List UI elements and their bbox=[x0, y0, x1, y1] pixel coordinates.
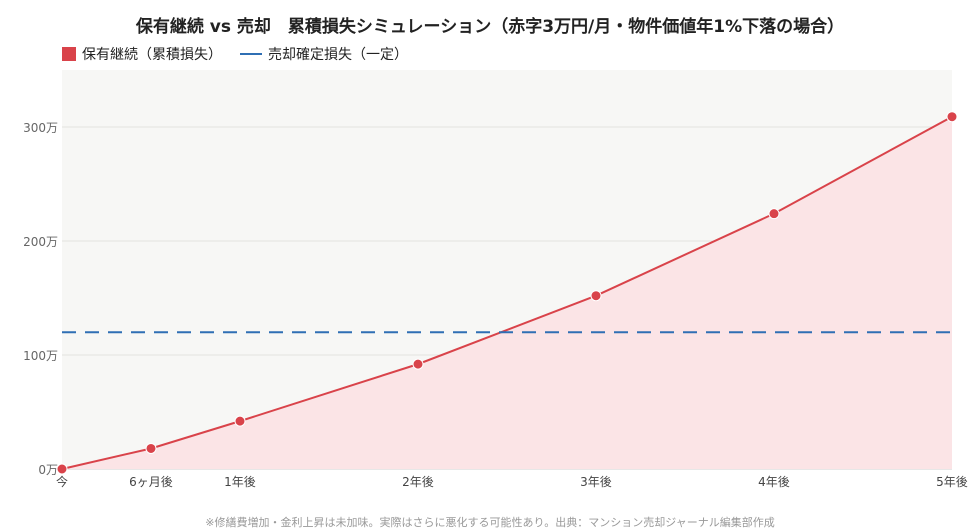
x-tick-label: 6ヶ月後 bbox=[129, 475, 173, 489]
x-tick-label: 1年後 bbox=[224, 475, 256, 489]
series-layer bbox=[56, 111, 958, 475]
holding-point bbox=[56, 463, 68, 475]
y-tick-label: 0万 bbox=[38, 463, 58, 477]
legend-item-holding: 保有継続（累積損失） bbox=[62, 44, 222, 64]
legend-label-holding: 保有継続（累積損失） bbox=[82, 47, 222, 63]
holding-point bbox=[145, 442, 157, 454]
holding-point bbox=[590, 290, 602, 302]
holding-area bbox=[62, 116, 952, 470]
holding-point bbox=[234, 415, 246, 427]
chart-title: 保有継続 vs 売却 累積損失シミュレーション（赤字3万円/月・物件価値年1%下… bbox=[135, 17, 845, 37]
holding-point bbox=[412, 358, 424, 370]
legend-item-selling: 売却確定損失（一定） bbox=[240, 44, 408, 64]
x-tick-label: 2年後 bbox=[402, 475, 434, 489]
holding-point bbox=[768, 208, 780, 220]
holding-point bbox=[946, 111, 958, 123]
x-tick-label: 3年後 bbox=[580, 475, 612, 489]
y-axis: 0万 100万 200万 300万 bbox=[23, 121, 58, 477]
footnote: ※修繕費増加・金利上昇は未加味。実際はさらに悪化する可能性あり。出典：マンション… bbox=[205, 516, 775, 529]
legend: 保有継続（累積損失） 売却確定損失（一定） bbox=[62, 44, 426, 64]
y-tick-label: 300万 bbox=[23, 121, 58, 135]
legend-swatch-holding bbox=[62, 47, 76, 61]
y-tick-label: 100万 bbox=[23, 349, 58, 363]
x-axis: 今 6ヶ月後 1年後 2年後 3年後 4年後 5年後 bbox=[56, 474, 968, 489]
x-tick-label: 今 bbox=[56, 474, 68, 489]
x-tick-label: 4年後 bbox=[758, 475, 790, 489]
x-tick-label: 5年後 bbox=[936, 475, 968, 489]
y-tick-label: 200万 bbox=[23, 235, 58, 249]
legend-label-selling: 売却確定損失（一定） bbox=[268, 47, 408, 63]
legend-swatch-selling bbox=[240, 53, 262, 55]
